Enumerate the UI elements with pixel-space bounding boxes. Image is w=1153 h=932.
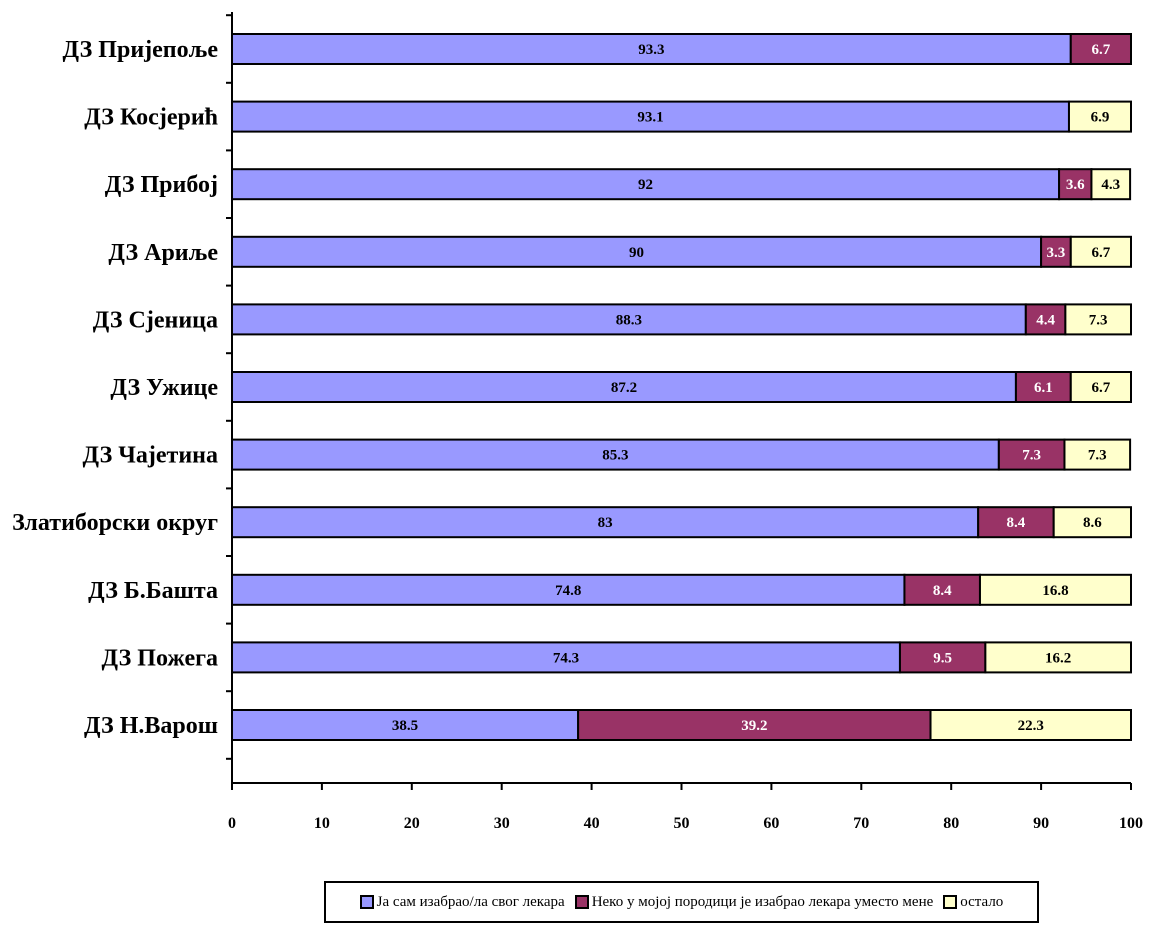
x-tick-label: 90 [1033,815,1049,832]
data-label: 7.3 [1088,448,1107,464]
x-tick-label: 40 [584,815,600,832]
bar-segment [231,371,1017,403]
legend-label-family-choice: Неко у мојој породици је изабрао лекара … [591,893,934,910]
bar-segment [231,100,1070,133]
data-label: 83 [598,515,613,531]
category-label: ДЗ Прибој [105,172,218,198]
data-label: 8.4 [1007,515,1026,531]
bar-segment [1090,168,1132,201]
category-label: ДЗ Ариље [108,240,218,266]
data-label: 6.1 [1034,380,1053,396]
x-tick-label: 10 [314,815,330,832]
category-label: ДЗ Пожега [102,645,218,671]
data-label: 85.3 [602,448,628,464]
bar-segment [231,641,901,674]
bar-segment [231,33,1072,65]
data-label: 6.7 [1092,380,1111,396]
data-label: 16.8 [1042,583,1068,599]
legend-swatch-own-choice [359,895,374,909]
bar-segment [1069,235,1132,268]
data-label: 6.7 [1092,245,1111,261]
data-label: 39.2 [741,718,767,734]
data-label: 90 [629,245,644,261]
data-label: 3.6 [1066,177,1085,193]
data-label: 3.3 [1047,245,1066,261]
x-tick-label: 0 [228,815,236,832]
chart-legend: Ја сам изабрао/ла свог лекара Неко у мој… [324,881,1039,923]
bar-segment [1058,168,1093,201]
legend-item-family-choice: Неко у мојој породици је изабрао лекара … [574,893,934,911]
bar-segment [1052,506,1133,539]
data-label: 22.3 [1018,718,1044,734]
bar-segment [1069,371,1132,403]
data-label: 8.4 [933,583,952,599]
legend-item-own-choice: Ја сам изабрао/ла свог лекара [359,893,565,911]
data-label: 74.3 [553,650,579,666]
data-label: 38.5 [392,718,418,734]
bar-segment [577,709,932,741]
stacked-bar-chart: 0 10 20 30 40 50 60 70 80 90 100 ДЗ Пријепоље 93.3 6.… [12,12,1143,832]
data-label: 6.7 [1092,42,1111,58]
data-label: 93.3 [638,42,664,58]
data-label: 6.9 [1091,110,1110,126]
data-label: 7.3 [1022,448,1041,464]
legend-label-other: остало [960,893,1004,910]
bar-segment [929,709,1133,741]
x-tick-label: 60 [763,815,779,832]
legend-item-other: остало [943,894,1003,911]
bar-segment [898,641,987,674]
bar-segment [1069,33,1132,65]
category-label: ДЗ Чајетина [83,443,218,469]
category-label: Златиборски округ [12,510,218,536]
bar-segment [231,709,580,741]
data-label: 74.8 [555,583,581,599]
legend-label-own-choice: Ја сам изабрао/ла свог лекара [376,893,565,910]
data-label: 87.2 [611,380,637,396]
bar-segment [231,235,1043,268]
legend-swatch-family-choice [574,895,589,909]
data-label: 9.5 [933,650,952,666]
data-label: 92 [638,177,653,193]
bar-segment [1067,100,1132,133]
data-label: 4.3 [1101,177,1120,193]
category-label: ДЗ Сјеница [93,307,218,333]
bar-segment [1063,438,1132,471]
category-label: ДЗ Косјерић [84,105,218,131]
x-tick-label: 70 [853,815,869,832]
bar-segment [231,303,1027,336]
x-tick-label: 80 [943,815,959,832]
x-tick-label: 50 [674,815,690,832]
data-label: 7.3 [1089,312,1108,328]
bar-segment [1064,303,1133,336]
category-label: ДЗ Н.Варош [84,713,218,739]
legend-swatch-other [943,895,958,909]
bar-segment [1024,303,1067,336]
x-tick-label: 30 [494,815,510,832]
category-label: ДЗ Б.Башта [88,578,218,604]
x-tick-label: 20 [404,815,420,832]
data-label: 88.3 [616,312,642,328]
bar-segment [903,573,981,606]
data-label: 16.2 [1045,650,1071,666]
bar-segment [231,573,906,606]
bar-segment [978,573,1133,606]
category-label: ДЗ Ужице [110,375,218,401]
x-tick-label: 100 [1119,815,1143,832]
bar-segment [977,506,1055,539]
bar-segment [984,641,1132,674]
category-label: ДЗ Пријепоље [63,37,219,63]
bar-segment [1014,371,1072,403]
bar-segment [231,438,1000,471]
data-label: 8.6 [1083,515,1102,531]
data-label: 93.1 [637,110,663,126]
data-label: 4.4 [1036,312,1055,328]
